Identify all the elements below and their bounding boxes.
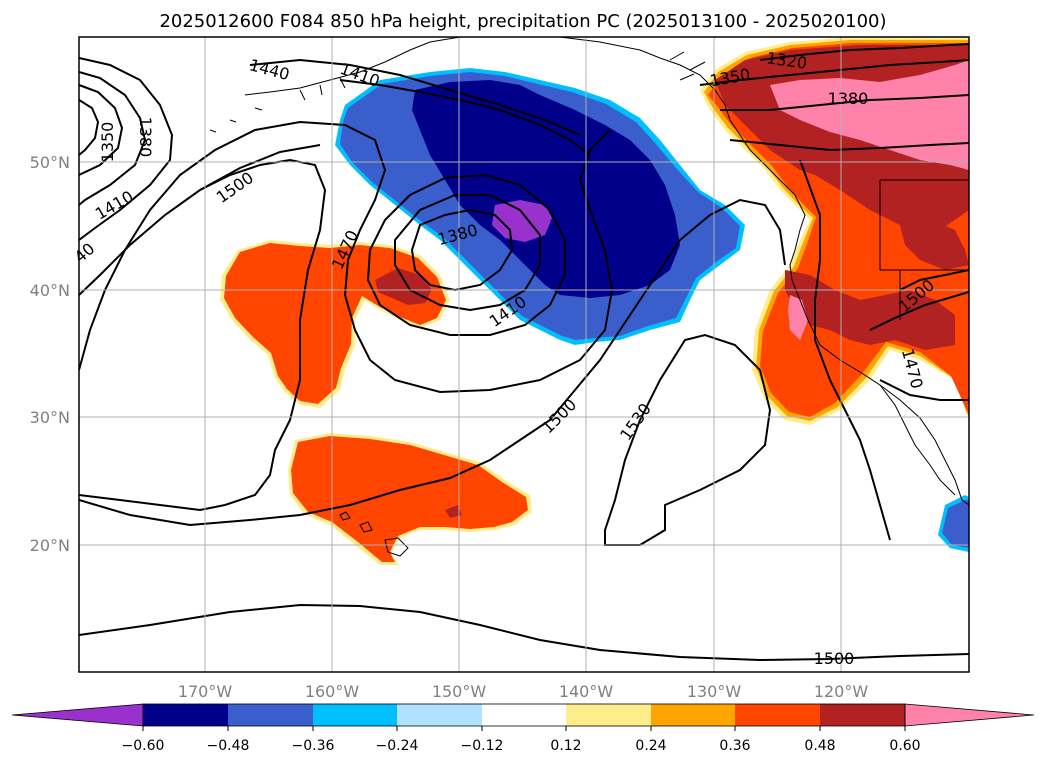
colorbar-tick-label: −0.48 (207, 738, 250, 754)
contour-label: 1350 (98, 122, 117, 163)
longitude-labels: 170°W 160°W 150°W 140°W 130°W 120°W (178, 682, 869, 701)
colorbar-segment (143, 704, 228, 726)
contour-label: 1380 (136, 117, 155, 158)
map-title: 2025012600 F084 850 hPa height, precipit… (159, 11, 886, 32)
colorbar-tick-label: 0.24 (635, 738, 666, 754)
colorbar-segment (397, 704, 482, 726)
latitude-labels: 50°N 40°N 30°N 20°N (30, 153, 70, 555)
colorbar-tick-label: −0.60 (122, 738, 165, 754)
lat-label: 20°N (30, 536, 70, 555)
colorbar-frame (142, 703, 906, 727)
lat-label: 50°N (30, 153, 70, 172)
colorbar-left-extend (11, 703, 144, 727)
colorbar-right-extend (904, 703, 1035, 727)
lon-label: 120°W (814, 682, 869, 701)
height-contours (79, 43, 969, 662)
lon-label: 130°W (687, 682, 742, 701)
colorbar-tick-label: 0.60 (889, 738, 920, 754)
lon-label: 160°W (305, 682, 360, 701)
contour-label: 1500 (814, 649, 855, 668)
lon-label: 140°W (559, 682, 614, 701)
gridlines (79, 37, 969, 672)
colorbar: −0.60 −0.48 −0.36 −0.24 −0.12 0.12 0.24 … (11, 703, 1035, 754)
lat-label: 30°N (30, 408, 70, 427)
colorbar-tick-label: −0.24 (376, 738, 419, 754)
negative-precip-region (335, 68, 969, 552)
colorbar-segment (651, 704, 735, 726)
colorbar-segment (735, 704, 820, 726)
contour-label: 1380 (828, 89, 869, 108)
lat-label: 40°N (30, 281, 70, 300)
colorbar-segment (820, 704, 905, 726)
colorbar-tick-label: 0.12 (550, 738, 581, 754)
colorbar-tick-label: −0.12 (461, 738, 504, 754)
colorbar-tick-label: −0.36 (292, 738, 335, 754)
colorbar-tick-label: 0.36 (719, 738, 750, 754)
lon-label: 170°W (178, 682, 233, 701)
map-frame (78, 36, 970, 673)
colorbar-segment (566, 704, 651, 726)
positive-precip-region (220, 37, 969, 672)
colorbar-segment (313, 704, 397, 726)
colorbar-segment (228, 704, 313, 726)
colorbar-tick-label: 0.48 (804, 738, 835, 754)
colorbar-segment (482, 704, 566, 726)
map-panel: 1440 1410 1350 1320 1380 1350 1380 1410 … (71, 36, 970, 673)
lon-label: 150°W (432, 682, 487, 701)
coastlines (209, 37, 969, 557)
